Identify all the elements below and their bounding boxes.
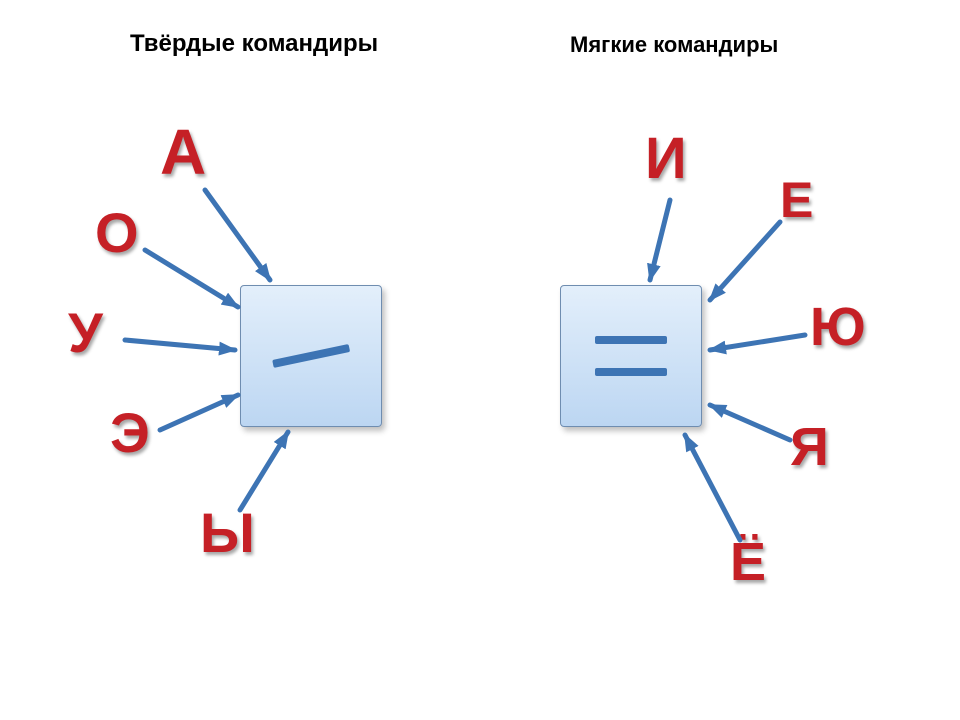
letter-I: И bbox=[645, 130, 687, 188]
title-soft: Мягкие командиры bbox=[570, 32, 778, 58]
letter-EH: Э bbox=[110, 405, 150, 461]
letter-Y: Ы bbox=[200, 505, 255, 561]
arrow bbox=[710, 335, 805, 350]
title-hard: Твёрдые командиры bbox=[130, 30, 378, 58]
letter-E: Е bbox=[780, 175, 813, 225]
box-symbol-line bbox=[595, 336, 667, 344]
arrow bbox=[145, 250, 238, 307]
box-symbol-line bbox=[272, 344, 350, 368]
arrow bbox=[710, 222, 780, 300]
letter-YA: Я bbox=[790, 420, 829, 474]
letter-O: О bbox=[95, 205, 139, 261]
box-symbol-line bbox=[595, 368, 667, 376]
arrows-layer bbox=[0, 0, 960, 720]
arrow bbox=[650, 200, 670, 280]
box-hard bbox=[240, 285, 382, 427]
arrow bbox=[710, 405, 790, 440]
arrow bbox=[205, 190, 270, 280]
arrow bbox=[685, 435, 740, 540]
letter-A: А bbox=[160, 120, 206, 184]
arrow bbox=[240, 432, 288, 510]
letter-YO: Ё bbox=[730, 535, 766, 589]
arrow bbox=[160, 395, 238, 430]
letter-U: У bbox=[68, 305, 103, 361]
box-soft bbox=[560, 285, 702, 427]
letter-YU: Ю bbox=[810, 300, 866, 354]
arrow bbox=[125, 340, 235, 350]
